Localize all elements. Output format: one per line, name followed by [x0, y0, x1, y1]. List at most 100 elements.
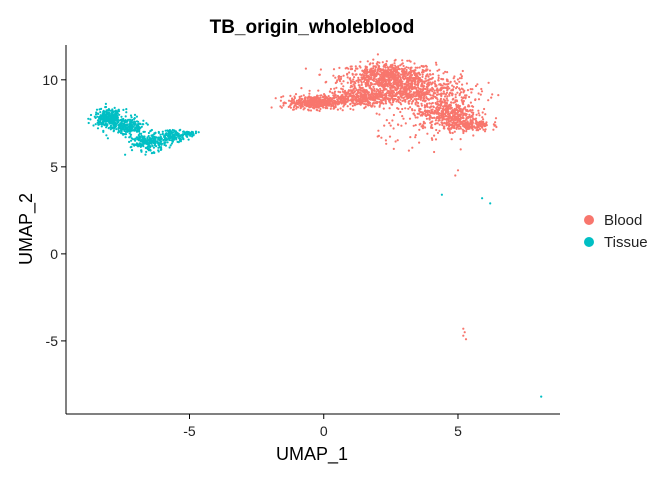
data-point — [170, 130, 173, 133]
data-point — [463, 129, 466, 132]
data-point — [120, 129, 123, 133]
data-point — [364, 94, 368, 97]
data-point — [442, 90, 445, 93]
data-point — [144, 142, 147, 145]
data-point — [402, 99, 405, 102]
data-point — [383, 79, 386, 82]
data-point — [415, 94, 418, 98]
data-point — [130, 119, 133, 122]
data-point — [387, 68, 390, 71]
data-point — [445, 78, 448, 81]
data-point — [339, 100, 342, 103]
data-point — [130, 137, 133, 140]
data-point — [458, 125, 461, 128]
data-point — [375, 100, 379, 103]
data-point — [398, 75, 401, 78]
data-point — [129, 146, 132, 149]
data-point — [333, 106, 336, 109]
data-point — [466, 109, 469, 112]
data-point — [462, 131, 465, 135]
data-point — [446, 83, 449, 86]
data-point — [142, 119, 145, 122]
data-point — [412, 99, 415, 102]
data-point — [342, 101, 345, 104]
data-point — [389, 98, 392, 101]
data-point — [415, 91, 418, 94]
data-point — [435, 85, 438, 88]
data-point — [420, 88, 424, 91]
data-point — [98, 123, 101, 126]
data-point — [163, 141, 166, 144]
data-point — [152, 151, 155, 154]
data-point — [187, 131, 190, 134]
data-point — [422, 85, 426, 88]
data-point — [404, 98, 407, 101]
data-point — [431, 97, 434, 100]
data-point — [403, 96, 406, 99]
data-point — [445, 86, 448, 89]
data-point — [339, 107, 342, 110]
legend: Blood Tissue — [584, 212, 648, 251]
data-point — [314, 98, 317, 101]
data-point — [436, 88, 439, 91]
data-point — [462, 117, 465, 120]
data-point — [147, 142, 150, 145]
data-point — [483, 130, 487, 133]
data-point — [157, 136, 160, 139]
data-point — [323, 99, 326, 102]
data-point — [351, 72, 354, 75]
data-point — [334, 76, 337, 79]
data-point — [127, 125, 131, 129]
data-point — [454, 93, 457, 96]
data-point — [366, 60, 369, 63]
data-point — [164, 132, 167, 136]
data-point — [388, 76, 391, 79]
data-point — [378, 84, 382, 87]
data-point — [187, 138, 190, 141]
data-point — [451, 92, 454, 96]
data-point — [352, 78, 355, 81]
data-point — [469, 109, 472, 112]
data-point — [378, 73, 382, 76]
data-point — [407, 107, 410, 110]
data-point — [137, 126, 140, 129]
data-point — [460, 122, 463, 125]
data-point — [382, 107, 385, 110]
data-point — [104, 106, 107, 109]
data-point — [455, 126, 458, 129]
data-point — [128, 118, 132, 121]
data-point — [143, 135, 146, 138]
data-point — [450, 138, 453, 141]
data-point — [393, 62, 396, 65]
data-point — [162, 139, 165, 142]
data-point — [367, 82, 370, 85]
data-point — [140, 132, 143, 135]
data-point — [435, 103, 438, 106]
data-point — [460, 87, 463, 90]
data-point — [365, 89, 368, 92]
data-point — [370, 76, 373, 79]
data-point — [390, 79, 393, 82]
data-point — [491, 93, 494, 96]
data-point — [483, 123, 486, 126]
data-point — [409, 69, 412, 72]
legend-label-tissue: Tissue — [604, 234, 648, 251]
data-point — [438, 123, 441, 126]
data-point — [391, 119, 394, 122]
data-point — [339, 77, 343, 80]
data-point — [341, 93, 344, 96]
data-point — [372, 67, 375, 70]
data-point — [107, 127, 110, 130]
data-point — [96, 127, 100, 130]
data-point — [447, 120, 450, 123]
data-point — [333, 94, 336, 97]
data-point — [445, 118, 448, 121]
data-point — [308, 89, 311, 92]
data-point — [449, 81, 452, 84]
data-point — [280, 106, 283, 109]
data-point — [176, 140, 179, 143]
data-point — [364, 65, 367, 68]
data-point — [320, 99, 324, 103]
data-point — [406, 59, 409, 62]
data-point — [385, 142, 388, 145]
